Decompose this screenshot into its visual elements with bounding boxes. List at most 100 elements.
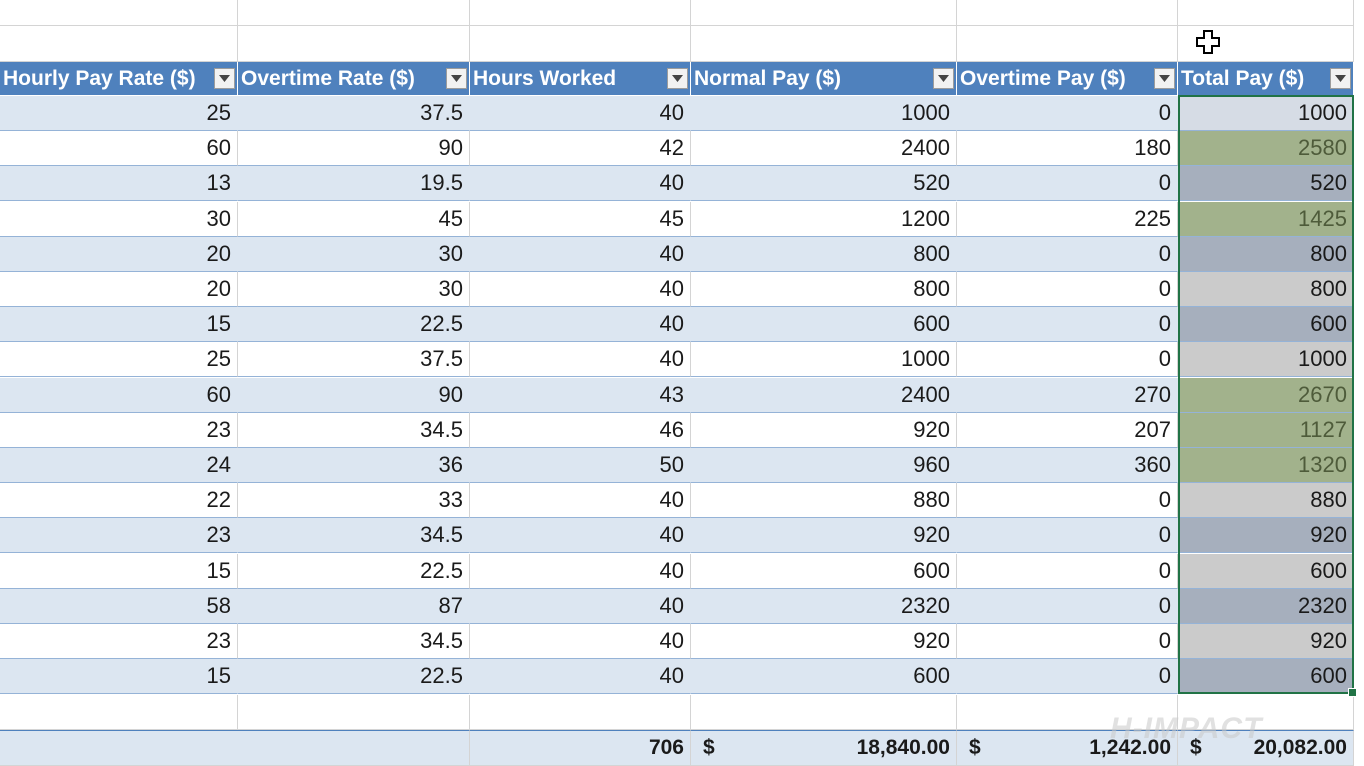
table-cell-ot-rate[interactable]: 30	[238, 272, 470, 307]
table-cell-total[interactable]: 1320	[1178, 448, 1354, 483]
table-cell-ot-rate[interactable]: 19.5	[238, 166, 470, 202]
table-cell-total[interactable]: 1000	[1178, 96, 1354, 131]
table-cell-normal[interactable]: 920	[691, 624, 957, 659]
table-cell-ot-rate[interactable]: 22.5	[238, 659, 470, 695]
empty-cell[interactable]	[691, 695, 957, 730]
table-cell-total[interactable]: 600	[1178, 307, 1354, 343]
table-cell-normal[interactable]: 600	[691, 553, 957, 589]
table-cell-ot-pay[interactable]: 0	[957, 272, 1178, 307]
table-cell-ot-rate[interactable]: 30	[238, 236, 470, 272]
table-cell-hourly[interactable]: 15	[0, 659, 238, 695]
table-cell-hourly[interactable]: 22	[0, 483, 238, 519]
table-cell-hourly[interactable]: 20	[0, 236, 238, 272]
table-cell-ot-rate[interactable]: 34.5	[238, 624, 470, 659]
table-cell-normal[interactable]: 920	[691, 412, 957, 448]
table-cell-total[interactable]: 1000	[1178, 342, 1354, 378]
total-cell[interactable]: $18,840.00	[691, 730, 957, 766]
table-cell-hours[interactable]: 40	[470, 272, 691, 307]
column-header[interactable]: Overtime Rate ($)	[238, 62, 470, 96]
column-header[interactable]: Overtime Pay ($)	[957, 62, 1178, 96]
table-cell-hourly[interactable]: 25	[0, 342, 238, 378]
table-cell-total[interactable]: 800	[1178, 236, 1354, 272]
filter-dropdown-icon[interactable]	[1154, 68, 1175, 89]
table-cell-ot-rate[interactable]: 37.5	[238, 342, 470, 378]
table-cell-hourly[interactable]: 25	[0, 96, 238, 131]
empty-cell[interactable]	[238, 26, 470, 62]
filter-dropdown-icon[interactable]	[446, 68, 467, 89]
table-cell-hours[interactable]: 42	[470, 131, 691, 167]
table-cell-ot-pay[interactable]: 0	[957, 659, 1178, 695]
table-cell-hours[interactable]: 40	[470, 588, 691, 624]
table-cell-hourly[interactable]: 23	[0, 624, 238, 659]
table-cell-normal[interactable]: 960	[691, 448, 957, 483]
empty-cell[interactable]	[470, 0, 691, 26]
table-cell-hours[interactable]: 40	[470, 166, 691, 202]
table-cell-total[interactable]: 920	[1178, 624, 1354, 659]
table-cell-hourly[interactable]: 23	[0, 518, 238, 554]
table-cell-ot-pay[interactable]: 360	[957, 448, 1178, 483]
table-cell-hourly[interactable]: 60	[0, 131, 238, 167]
table-cell-total[interactable]: 1127	[1178, 412, 1354, 448]
empty-cell[interactable]	[238, 695, 470, 730]
table-cell-normal[interactable]: 1200	[691, 201, 957, 237]
empty-cell[interactable]	[0, 0, 238, 26]
empty-cell[interactable]	[0, 730, 470, 766]
table-cell-ot-pay[interactable]: 0	[957, 236, 1178, 272]
table-cell-hours[interactable]: 40	[470, 96, 691, 131]
table-cell-normal[interactable]: 800	[691, 236, 957, 272]
table-cell-hours[interactable]: 46	[470, 412, 691, 448]
table-cell-ot-rate[interactable]: 90	[238, 377, 470, 413]
empty-cell[interactable]	[691, 26, 957, 62]
filter-dropdown-icon[interactable]	[667, 68, 688, 89]
empty-cell[interactable]	[957, 26, 1178, 62]
table-cell-normal[interactable]: 1000	[691, 96, 957, 131]
table-cell-normal[interactable]: 2320	[691, 588, 957, 624]
table-cell-hours[interactable]: 40	[470, 342, 691, 378]
filter-dropdown-icon[interactable]	[933, 68, 954, 89]
table-cell-ot-pay[interactable]: 207	[957, 412, 1178, 448]
table-cell-normal[interactable]: 880	[691, 483, 957, 519]
empty-cell[interactable]	[470, 695, 691, 730]
empty-cell[interactable]	[1178, 695, 1354, 730]
table-cell-hourly[interactable]: 15	[0, 307, 238, 343]
table-cell-hourly[interactable]: 13	[0, 166, 238, 202]
table-cell-ot-rate[interactable]: 22.5	[238, 553, 470, 589]
table-cell-hours[interactable]: 50	[470, 448, 691, 483]
table-cell-ot-pay[interactable]: 0	[957, 588, 1178, 624]
table-cell-total[interactable]: 800	[1178, 272, 1354, 307]
table-cell-ot-pay[interactable]: 0	[957, 166, 1178, 202]
table-cell-hours[interactable]: 40	[470, 483, 691, 519]
empty-cell[interactable]	[0, 695, 238, 730]
table-cell-ot-rate[interactable]: 34.5	[238, 518, 470, 554]
table-cell-normal[interactable]: 600	[691, 659, 957, 695]
table-cell-total[interactable]: 2320	[1178, 588, 1354, 624]
table-cell-ot-pay[interactable]: 0	[957, 483, 1178, 519]
table-cell-total[interactable]: 600	[1178, 553, 1354, 589]
empty-cell[interactable]	[957, 0, 1178, 26]
table-cell-ot-rate[interactable]: 22.5	[238, 307, 470, 343]
table-cell-ot-pay[interactable]: 0	[957, 553, 1178, 589]
table-cell-normal[interactable]: 2400	[691, 131, 957, 167]
table-cell-normal[interactable]: 600	[691, 307, 957, 343]
table-cell-total[interactable]: 920	[1178, 518, 1354, 554]
table-cell-hours[interactable]: 40	[470, 518, 691, 554]
table-cell-ot-rate[interactable]: 45	[238, 201, 470, 237]
table-cell-ot-rate[interactable]: 90	[238, 131, 470, 167]
table-cell-hours[interactable]: 40	[470, 553, 691, 589]
total-cell[interactable]: $1,242.00	[957, 730, 1178, 766]
table-cell-hours[interactable]: 40	[470, 236, 691, 272]
table-cell-ot-rate[interactable]: 34.5	[238, 412, 470, 448]
table-cell-ot-pay[interactable]: 0	[957, 342, 1178, 378]
table-cell-hours[interactable]: 40	[470, 307, 691, 343]
filter-dropdown-icon[interactable]	[214, 68, 235, 89]
table-cell-ot-pay[interactable]: 180	[957, 131, 1178, 167]
table-cell-hourly[interactable]: 15	[0, 553, 238, 589]
table-cell-hourly[interactable]: 58	[0, 588, 238, 624]
table-cell-total[interactable]: 600	[1178, 659, 1354, 695]
table-cell-total[interactable]: 520	[1178, 166, 1354, 202]
table-cell-hourly[interactable]: 20	[0, 272, 238, 307]
table-cell-ot-pay[interactable]: 0	[957, 307, 1178, 343]
table-cell-normal[interactable]: 520	[691, 166, 957, 202]
table-cell-ot-rate[interactable]: 87	[238, 588, 470, 624]
table-cell-ot-rate[interactable]: 37.5	[238, 96, 470, 131]
